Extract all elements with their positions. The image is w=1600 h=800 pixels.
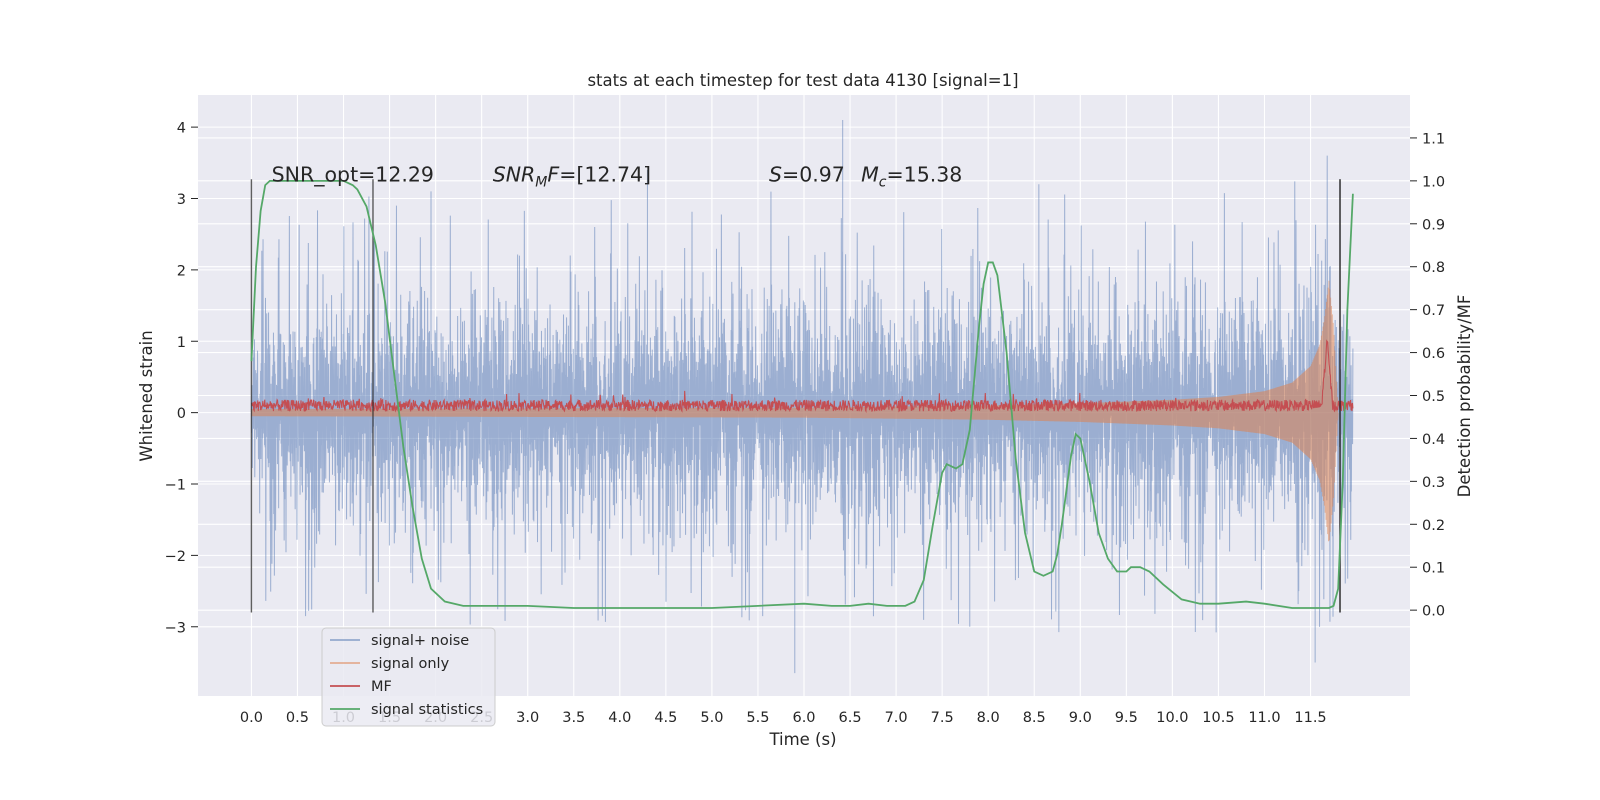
x-tick-label: 6.5	[839, 710, 862, 726]
x-tick-label: 0.0	[240, 710, 263, 726]
x-tick-label: 7.0	[885, 710, 908, 726]
legend-label: MF	[371, 679, 392, 695]
y-tick-label: 1	[177, 335, 186, 351]
right-y-tick-label: 0.3	[1422, 475, 1445, 491]
y-axis-label: Whitened strain	[137, 330, 156, 461]
x-tick-label: 5.5	[746, 710, 769, 726]
series-signal-only-line	[250, 280, 1339, 542]
series-signal-noise-line	[250, 119, 1354, 674]
y-tick-label: −2	[165, 549, 186, 565]
right-y-tick-label: 0.2	[1422, 518, 1445, 534]
x-tick-label: 10.5	[1202, 710, 1234, 726]
x-tick-label: 10.0	[1156, 710, 1188, 726]
right-y-tick-label: 0.1	[1422, 561, 1445, 577]
annotation-mc: Mc=15.38	[861, 163, 962, 191]
x-tick-label: 4.5	[654, 710, 677, 726]
x-tick-label: 3.0	[516, 710, 539, 726]
x-tick-label: 4.0	[608, 710, 631, 726]
right-y-tick-label: 0.8	[1422, 260, 1445, 276]
x-tick-label: 11.5	[1294, 710, 1326, 726]
right-y-tick-label: 0.6	[1422, 346, 1445, 362]
x-tick-label: 8.0	[977, 710, 1000, 726]
x-tick-label: 9.0	[1069, 710, 1092, 726]
right-y-tick-label: 0.4	[1422, 432, 1445, 448]
x-axis-label: Time (s)	[768, 730, 836, 749]
right-y-tick-label: 0.5	[1422, 389, 1445, 405]
annotation-s: S=0.97	[769, 163, 845, 187]
annotation-snr-mf: SNRMF=[12.74]	[493, 163, 651, 191]
y-tick-label: 2	[177, 263, 186, 279]
annotations: SNR_opt=12.29 SNRMF=[12.74] S=0.97 Mc=15…	[272, 163, 963, 191]
x-tick-label: 6.0	[792, 710, 815, 726]
legend-label: signal statistics	[371, 702, 483, 718]
right-y-tick-label: 1.0	[1422, 174, 1445, 190]
x-tick-label: 7.5	[931, 710, 954, 726]
legend-label: signal only	[371, 656, 450, 672]
y-tick-label: −1	[165, 478, 186, 494]
right-y-tick-label: 1.1	[1422, 131, 1445, 147]
x-tick-label: 0.5	[286, 710, 309, 726]
annotation-snr-opt: SNR_opt=12.29	[272, 163, 434, 188]
right-y-tick-label: 0.9	[1422, 217, 1445, 233]
series-signal-statistics-line	[250, 179, 1354, 609]
legend-box	[321, 627, 496, 727]
y-tick-label: 0	[177, 406, 186, 422]
x-tick-label: 9.5	[1115, 710, 1138, 726]
x-tick-label: 8.5	[1023, 710, 1046, 726]
legend-label: signal+ noise	[371, 633, 469, 649]
x-tick-label: 3.5	[562, 710, 585, 726]
x-tick-label: 11.0	[1248, 710, 1280, 726]
legend: signal+ noise signal only MF signal statist…	[321, 627, 496, 727]
plot-data-area	[250, 119, 1354, 674]
right-y-axis-label: Detection probability/MF	[1455, 295, 1474, 498]
x-tick-label: 5.0	[700, 710, 723, 726]
y-tick-label: 4	[177, 121, 186, 137]
y-tick-label: 3	[177, 192, 186, 208]
right-y-tick-label: 0.0	[1422, 604, 1445, 620]
y-tick-label: −3	[165, 620, 186, 636]
series-mf-line	[251, 339, 1354, 414]
chart-title: stats at each timestep for test data 413…	[587, 71, 1018, 90]
right-y-tick-label: 0.7	[1422, 303, 1445, 319]
